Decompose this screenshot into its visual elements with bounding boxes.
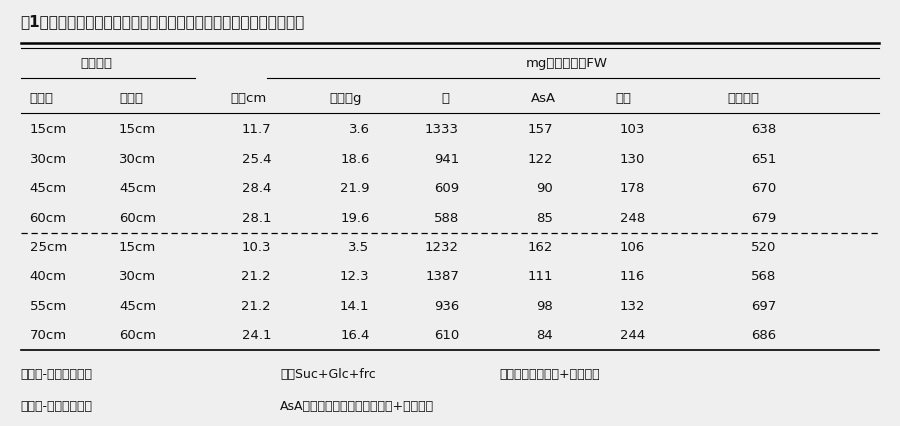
Text: 3.6: 3.6 <box>348 123 370 136</box>
Text: AsA: AsA <box>530 92 555 105</box>
Text: 132: 132 <box>619 300 645 313</box>
Text: 15cm: 15cm <box>119 123 157 136</box>
Text: 18.6: 18.6 <box>340 153 370 166</box>
Text: 697: 697 <box>752 300 777 313</box>
Text: シュウ酸：水溶性+非水溶性: シュウ酸：水溶性+非水溶性 <box>500 368 599 381</box>
Text: 1232: 1232 <box>425 241 459 254</box>
Text: 686: 686 <box>752 329 777 342</box>
Text: 610: 610 <box>434 329 459 342</box>
Text: 106: 106 <box>620 241 645 254</box>
Text: 609: 609 <box>434 182 459 195</box>
Text: 地下水位: 地下水位 <box>81 57 112 70</box>
Text: シュウ酸: シュウ酸 <box>727 92 760 105</box>
Text: 11.7: 11.7 <box>241 123 271 136</box>
Text: 40cm: 40cm <box>30 271 67 283</box>
Text: 下４段-地下水位上昇: 下４段-地下水位上昇 <box>21 400 93 413</box>
Text: 24.1: 24.1 <box>241 329 271 342</box>
Text: 21.2: 21.2 <box>241 271 271 283</box>
Text: 85: 85 <box>536 212 553 225</box>
Text: 10.3: 10.3 <box>241 241 271 254</box>
Text: 45cm: 45cm <box>119 182 157 195</box>
Text: 638: 638 <box>752 123 777 136</box>
Text: 葉長cm: 葉長cm <box>231 92 267 105</box>
Text: 上昇後: 上昇後 <box>119 92 143 105</box>
Text: 670: 670 <box>752 182 777 195</box>
Text: 45cm: 45cm <box>30 182 67 195</box>
Text: 55cm: 55cm <box>30 300 67 313</box>
Text: 28.1: 28.1 <box>241 212 271 225</box>
Text: 3.5: 3.5 <box>348 241 370 254</box>
Text: 244: 244 <box>620 329 645 342</box>
Text: 162: 162 <box>527 241 553 254</box>
Text: 上４段-地下水位一定: 上４段-地下水位一定 <box>21 368 93 381</box>
Text: 679: 679 <box>752 212 777 225</box>
Text: 一株重g: 一株重g <box>329 92 362 105</box>
Text: 25cm: 25cm <box>30 241 67 254</box>
Text: 45cm: 45cm <box>119 300 157 313</box>
Text: AsA：アスコルビン酸（還元型+酸化型）: AsA：アスコルビン酸（還元型+酸化型） <box>280 400 434 413</box>
Text: 21.9: 21.9 <box>340 182 370 195</box>
Text: 116: 116 <box>619 271 645 283</box>
Text: 15cm: 15cm <box>30 123 67 136</box>
Text: 130: 130 <box>619 153 645 166</box>
Text: mg／１００ｇFW: mg／１００ｇFW <box>526 57 608 70</box>
Text: 30cm: 30cm <box>119 271 157 283</box>
Text: 1387: 1387 <box>425 271 459 283</box>
Text: 84: 84 <box>536 329 553 342</box>
Text: 936: 936 <box>434 300 459 313</box>
Text: 90: 90 <box>536 182 553 195</box>
Text: 硝酸: 硝酸 <box>616 92 632 105</box>
Text: 98: 98 <box>536 300 553 313</box>
Text: 15cm: 15cm <box>119 241 157 254</box>
Text: 14.1: 14.1 <box>340 300 370 313</box>
Text: 70cm: 70cm <box>30 329 67 342</box>
Text: 糖: 糖 <box>441 92 449 105</box>
Text: 60cm: 60cm <box>119 212 156 225</box>
Text: 上昇前: 上昇前 <box>30 92 54 105</box>
Text: 651: 651 <box>752 153 777 166</box>
Text: 60cm: 60cm <box>119 329 156 342</box>
Text: 1333: 1333 <box>425 123 459 136</box>
Text: 941: 941 <box>434 153 459 166</box>
Text: 248: 248 <box>620 212 645 225</box>
Text: 28.4: 28.4 <box>242 182 271 195</box>
Text: 111: 111 <box>527 271 553 283</box>
Text: 30cm: 30cm <box>30 153 67 166</box>
Text: 157: 157 <box>527 123 553 136</box>
Text: 60cm: 60cm <box>30 212 67 225</box>
Text: 30cm: 30cm <box>119 153 157 166</box>
Text: 12.3: 12.3 <box>340 271 370 283</box>
Text: 糖：Suc+Glc+frc: 糖：Suc+Glc+frc <box>280 368 376 381</box>
Text: 178: 178 <box>619 182 645 195</box>
Text: 16.4: 16.4 <box>340 329 370 342</box>
Text: 122: 122 <box>527 153 553 166</box>
Text: 588: 588 <box>434 212 459 225</box>
Text: 19.6: 19.6 <box>340 212 370 225</box>
Text: 表1　地下水位上昇の有無がホウレンソウの生育、品質に及ぼす影響: 表1 地下水位上昇の有無がホウレンソウの生育、品質に及ぼす影響 <box>21 14 305 29</box>
Text: 568: 568 <box>752 271 777 283</box>
Text: 520: 520 <box>752 241 777 254</box>
Text: 25.4: 25.4 <box>241 153 271 166</box>
Text: 21.2: 21.2 <box>241 300 271 313</box>
Text: 103: 103 <box>619 123 645 136</box>
